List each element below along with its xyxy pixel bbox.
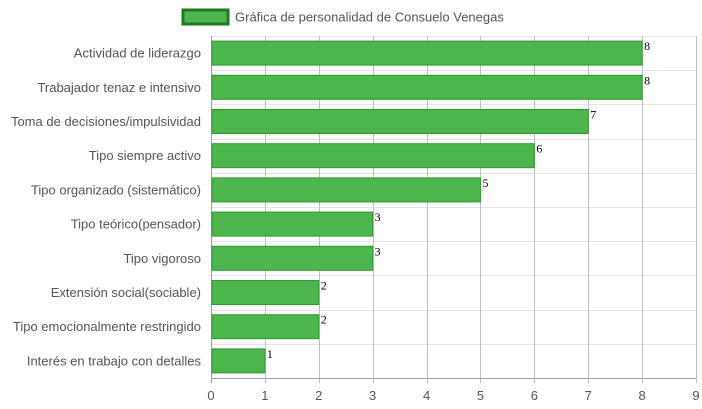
x-tick-label: 5	[477, 388, 484, 403]
category-label: Tipo teórico(pensador)	[71, 217, 201, 232]
labels: Actividad de liderazgo 8 Trabajador tenaz …	[11, 39, 650, 368]
x-tick-label: 2	[315, 388, 322, 403]
category-label: Tipo vigoroso	[123, 251, 201, 266]
data-label: 7	[590, 108, 596, 122]
data-label: 2	[321, 279, 327, 293]
data-label: 3	[375, 210, 381, 224]
bar[interactable]	[211, 314, 320, 340]
legend-label[interactable]: Gráfica de personalidad de Consuelo Vene…	[235, 10, 504, 25]
category-label: Tipo emocionalmente restringido	[13, 319, 201, 334]
bar[interactable]	[211, 280, 320, 305]
data-label: 3	[375, 244, 381, 258]
category-label: Trabajador tenaz e intensivo	[37, 80, 201, 95]
bar[interactable]	[211, 143, 535, 169]
legend-swatch[interactable]	[181, 8, 230, 26]
bar[interactable]	[211, 109, 589, 134]
bar[interactable]	[211, 348, 266, 374]
axes: 0 1 2 3 4 5 6 7 8 9	[207, 378, 700, 403]
bar[interactable]	[211, 40, 643, 66]
x-tick-label: 7	[585, 388, 592, 403]
x-tick-label: 4	[423, 388, 430, 403]
data-label: 8	[644, 73, 650, 87]
x-tick-label: 6	[531, 388, 538, 403]
x-tick-label: 8	[638, 388, 645, 403]
x-tick-label: 0	[207, 388, 214, 403]
category-label: Tipo organizado (sistemático)	[31, 182, 201, 197]
bar[interactable]	[211, 177, 481, 203]
x-tick-label: 9	[692, 388, 699, 403]
bar[interactable]	[211, 245, 374, 271]
category-label: Actividad de liderazgo	[74, 46, 201, 61]
category-label: Tipo siempre activo	[89, 148, 201, 163]
x-tick-label: 1	[261, 388, 268, 403]
bar[interactable]	[211, 211, 374, 237]
x-tick-label: 3	[369, 388, 376, 403]
legend[interactable]: Gráfica de personalidad de Consuelo Vene…	[181, 8, 504, 26]
bars	[211, 40, 643, 374]
data-label: 8	[644, 39, 650, 53]
data-label: 2	[321, 313, 327, 327]
data-label: 1	[267, 347, 273, 361]
category-label: Extensión social(sociable)	[51, 285, 201, 300]
bar[interactable]	[211, 74, 643, 100]
category-label: Interés en trabajo con detalles	[27, 353, 202, 368]
data-label: 5	[482, 176, 488, 190]
data-label: 6	[536, 142, 542, 156]
category-label: Toma de decisiones/impulsividad	[11, 114, 201, 129]
